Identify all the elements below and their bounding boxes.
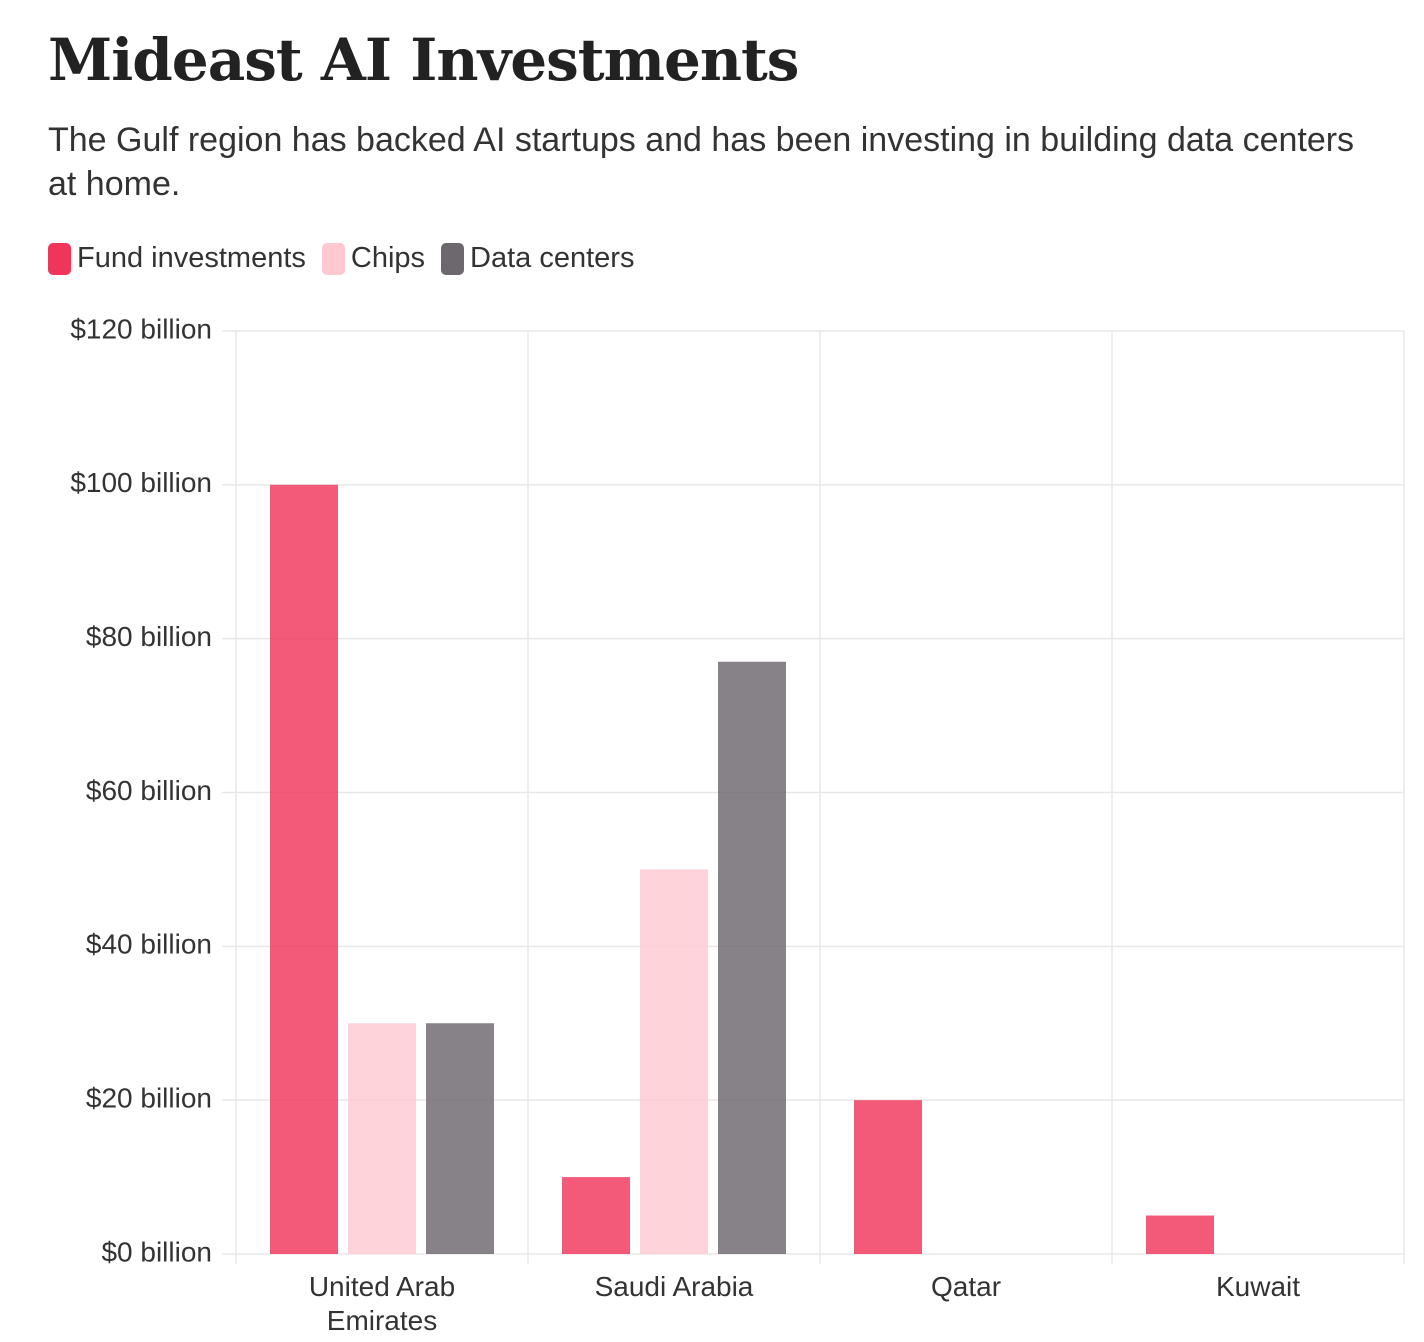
chart-title: Mideast AI Investments xyxy=(48,26,799,94)
chart-subtitle: The Gulf region has backed AI startups a… xyxy=(48,121,1355,203)
x-tick-label: United Arab Emirates xyxy=(308,1271,456,1336)
bar xyxy=(1146,1215,1214,1254)
legend: Fund investments Chips Data centers xyxy=(48,242,634,275)
legend-swatch xyxy=(48,242,71,275)
legend-swatch xyxy=(321,242,345,275)
bar xyxy=(562,1177,630,1254)
legend-label: Chips xyxy=(350,242,426,274)
x-tick-label: Qatar xyxy=(930,1271,1002,1302)
y-tick-label: $20 billion xyxy=(86,1083,212,1114)
bar xyxy=(718,661,786,1254)
legend-item: Fund investments xyxy=(48,242,306,275)
legend-item: Data centers xyxy=(441,242,634,275)
x-tick-label: Kuwait xyxy=(1215,1271,1301,1302)
bar xyxy=(348,1023,416,1254)
legend-label: Data centers xyxy=(470,242,635,274)
y-tick-label: $0 billion xyxy=(101,1236,212,1267)
legend-swatch xyxy=(441,242,465,275)
legend-label: Fund investments xyxy=(77,242,306,274)
y-tick-label: $80 billion xyxy=(86,621,212,652)
y-tick-label: $120 billion xyxy=(70,313,212,344)
y-tick-label: $40 billion xyxy=(86,929,212,960)
legend-item: Chips xyxy=(321,242,426,275)
bar xyxy=(854,1100,922,1254)
y-tick-label: $60 billion xyxy=(86,775,212,806)
bar xyxy=(640,869,708,1254)
bar xyxy=(426,1023,494,1254)
y-tick-label: $100 billion xyxy=(70,467,212,498)
x-tick-label: Saudi Arabia xyxy=(594,1271,754,1302)
bar xyxy=(270,484,338,1254)
